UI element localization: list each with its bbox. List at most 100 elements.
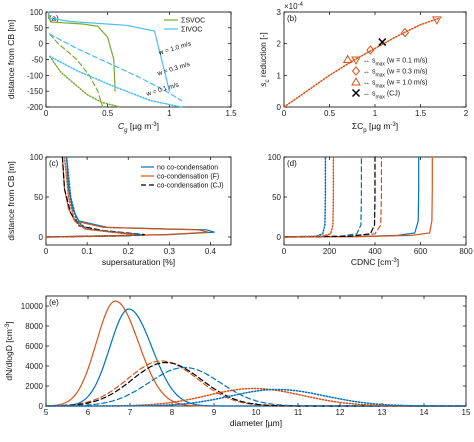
y-axis-title: distance from CB [m] [6,161,16,240]
x-tick-label: 400 [368,247,382,256]
legend-part: ↔ s [363,69,376,76]
x-tick-label: 800 [459,247,473,256]
y-axis-title-part: distance from CB [m] [6,20,16,99]
x-tick-label: 0 [44,109,49,118]
x-tick-label: 8 [170,408,175,417]
y-multiplier-part: -4 [298,2,304,8]
legend-part: (CJ) [385,91,400,98]
x-axis-title-part: ] [396,121,398,131]
y-tick-label: 3 [277,8,282,17]
y-tick-label: 8000 [25,322,43,331]
legend-part: max [375,62,385,68]
x-tick-label: 10 [252,408,261,417]
data-point-3 [342,54,353,63]
series-line-3 [45,361,467,407]
legend-part: max [375,73,385,79]
y-axis-title-part: distance from CB [m] [6,161,16,240]
series-line-4 [45,366,467,407]
legend-label-0: ↔ smax (w = 0.1 m/s) [363,58,428,68]
annotation-w: w = 0.1 m/s [145,81,181,98]
legend-label-svoc: ΣSVOC [181,18,205,25]
series-line-2 [48,55,121,108]
y-axis-title-part: ] [4,321,14,323]
x-tick-label: 0.4 [205,247,217,256]
x-tick-label: 5 [44,408,49,417]
y-tick-label: 100 [30,153,44,162]
y-axis-title-part: dN/dlogD [cm [4,329,14,381]
legend-part: (w = 0.1 m/s) [385,58,428,65]
y-tick-label: 6000 [25,342,43,351]
x-axis-title: supersaturation [%] [102,257,175,267]
x-tick-label: 0.5 [324,109,336,118]
x-tick-label: 1.5 [415,109,427,118]
x-tick-label: 1.5 [225,109,237,118]
legend-part: ↔ s [363,80,376,87]
y-tick-label: -200 [27,103,44,112]
x-tick-label: 1 [373,109,378,118]
x-axis-title-part: p [363,128,367,134]
x-axis-title-part: C [118,121,125,131]
y-tick-label: 100 [268,153,282,162]
series-line-5 [48,55,183,108]
x-axis-title-part: -3 [391,258,397,264]
series-line-4 [49,33,183,102]
legend-part: max [375,95,385,101]
x-axis-title-part: ] [157,121,159,131]
series-line-4 [45,156,137,238]
y-tick-label: 0 [39,40,44,49]
data-point-1 [400,27,410,38]
legend-label-3: ↔ smax (CJ) [363,91,400,101]
x-axis-title-part: ΣC [352,121,363,131]
legend-label-ivoc: ΣIVOC [181,27,202,34]
x-axis-title: CDNC [cm-3] [351,257,399,267]
x-axis-title-part: [µg m [367,121,391,131]
series-line-1 [283,156,433,238]
x-axis-title: ΣCp [µg m-3] [352,121,398,134]
x-axis-title-part: -3 [390,122,396,128]
x-tick-label: 1 [167,109,172,118]
y-tick-label: 2 [277,40,282,49]
y-tick-label: -150 [27,87,44,96]
legend-marker-0 [351,56,361,66]
series-line-0 [45,300,467,407]
y-tick-label: 50 [34,193,43,202]
series-line-3 [47,11,170,92]
x-tick-label: 9 [212,408,217,417]
panel-e: 5 6 7 8 9 10 11 12 13 14 15 0 2000 4000 6000 8000 10000 (… [4,295,471,428]
y-tick-label: 10000 [21,302,44,311]
y-multiplier: ×10-4 [284,2,304,11]
y-tick-label: 0 [277,103,282,112]
legend-part: ↔ s [363,58,376,65]
x-axis-title-part: diameter [µm] [230,418,282,428]
x-tick-label: 15 [462,408,471,417]
x-tick-label: 0.2 [123,247,135,256]
x-axis-title-part: supersaturation [%] [102,257,175,267]
annotation-w: w = 1.0 m/s [157,40,193,57]
x-tick-label: 600 [414,247,428,256]
panel-label: (d) [287,159,297,168]
data-point-0 [432,16,442,25]
series-line-0 [283,156,420,238]
x-axis-title-part: g [124,128,128,134]
series-line-6 [45,388,467,407]
series-line-2 [45,360,467,407]
y-tick-label: 50 [34,24,43,33]
y-tick-label: 100 [30,8,44,17]
x-axis-title-part: -3 [151,122,157,128]
legend-part: (w = 1.0 m/s) [385,80,428,87]
y-axis-title: distance from CB [m] [6,20,16,99]
x-tick-label: 0.1 [82,247,94,256]
series-line-curve [283,17,440,108]
legend-label-2: ↔ smax (w = 1.0 m/s) [363,80,428,90]
panel-label: (b) [287,14,297,23]
x-tick-label: 13 [378,408,387,417]
series-line-0 [47,11,116,92]
x-tick-label: 0.5 [102,109,114,118]
plot-frame [45,11,232,108]
y-axis-title-part: reduction [-] [258,32,268,79]
legend-marker-3-b [351,88,361,98]
plot-frame [45,156,232,246]
legend-part: ↔ s [363,91,376,98]
legend-label-1: co-condensation (F) [157,174,219,181]
